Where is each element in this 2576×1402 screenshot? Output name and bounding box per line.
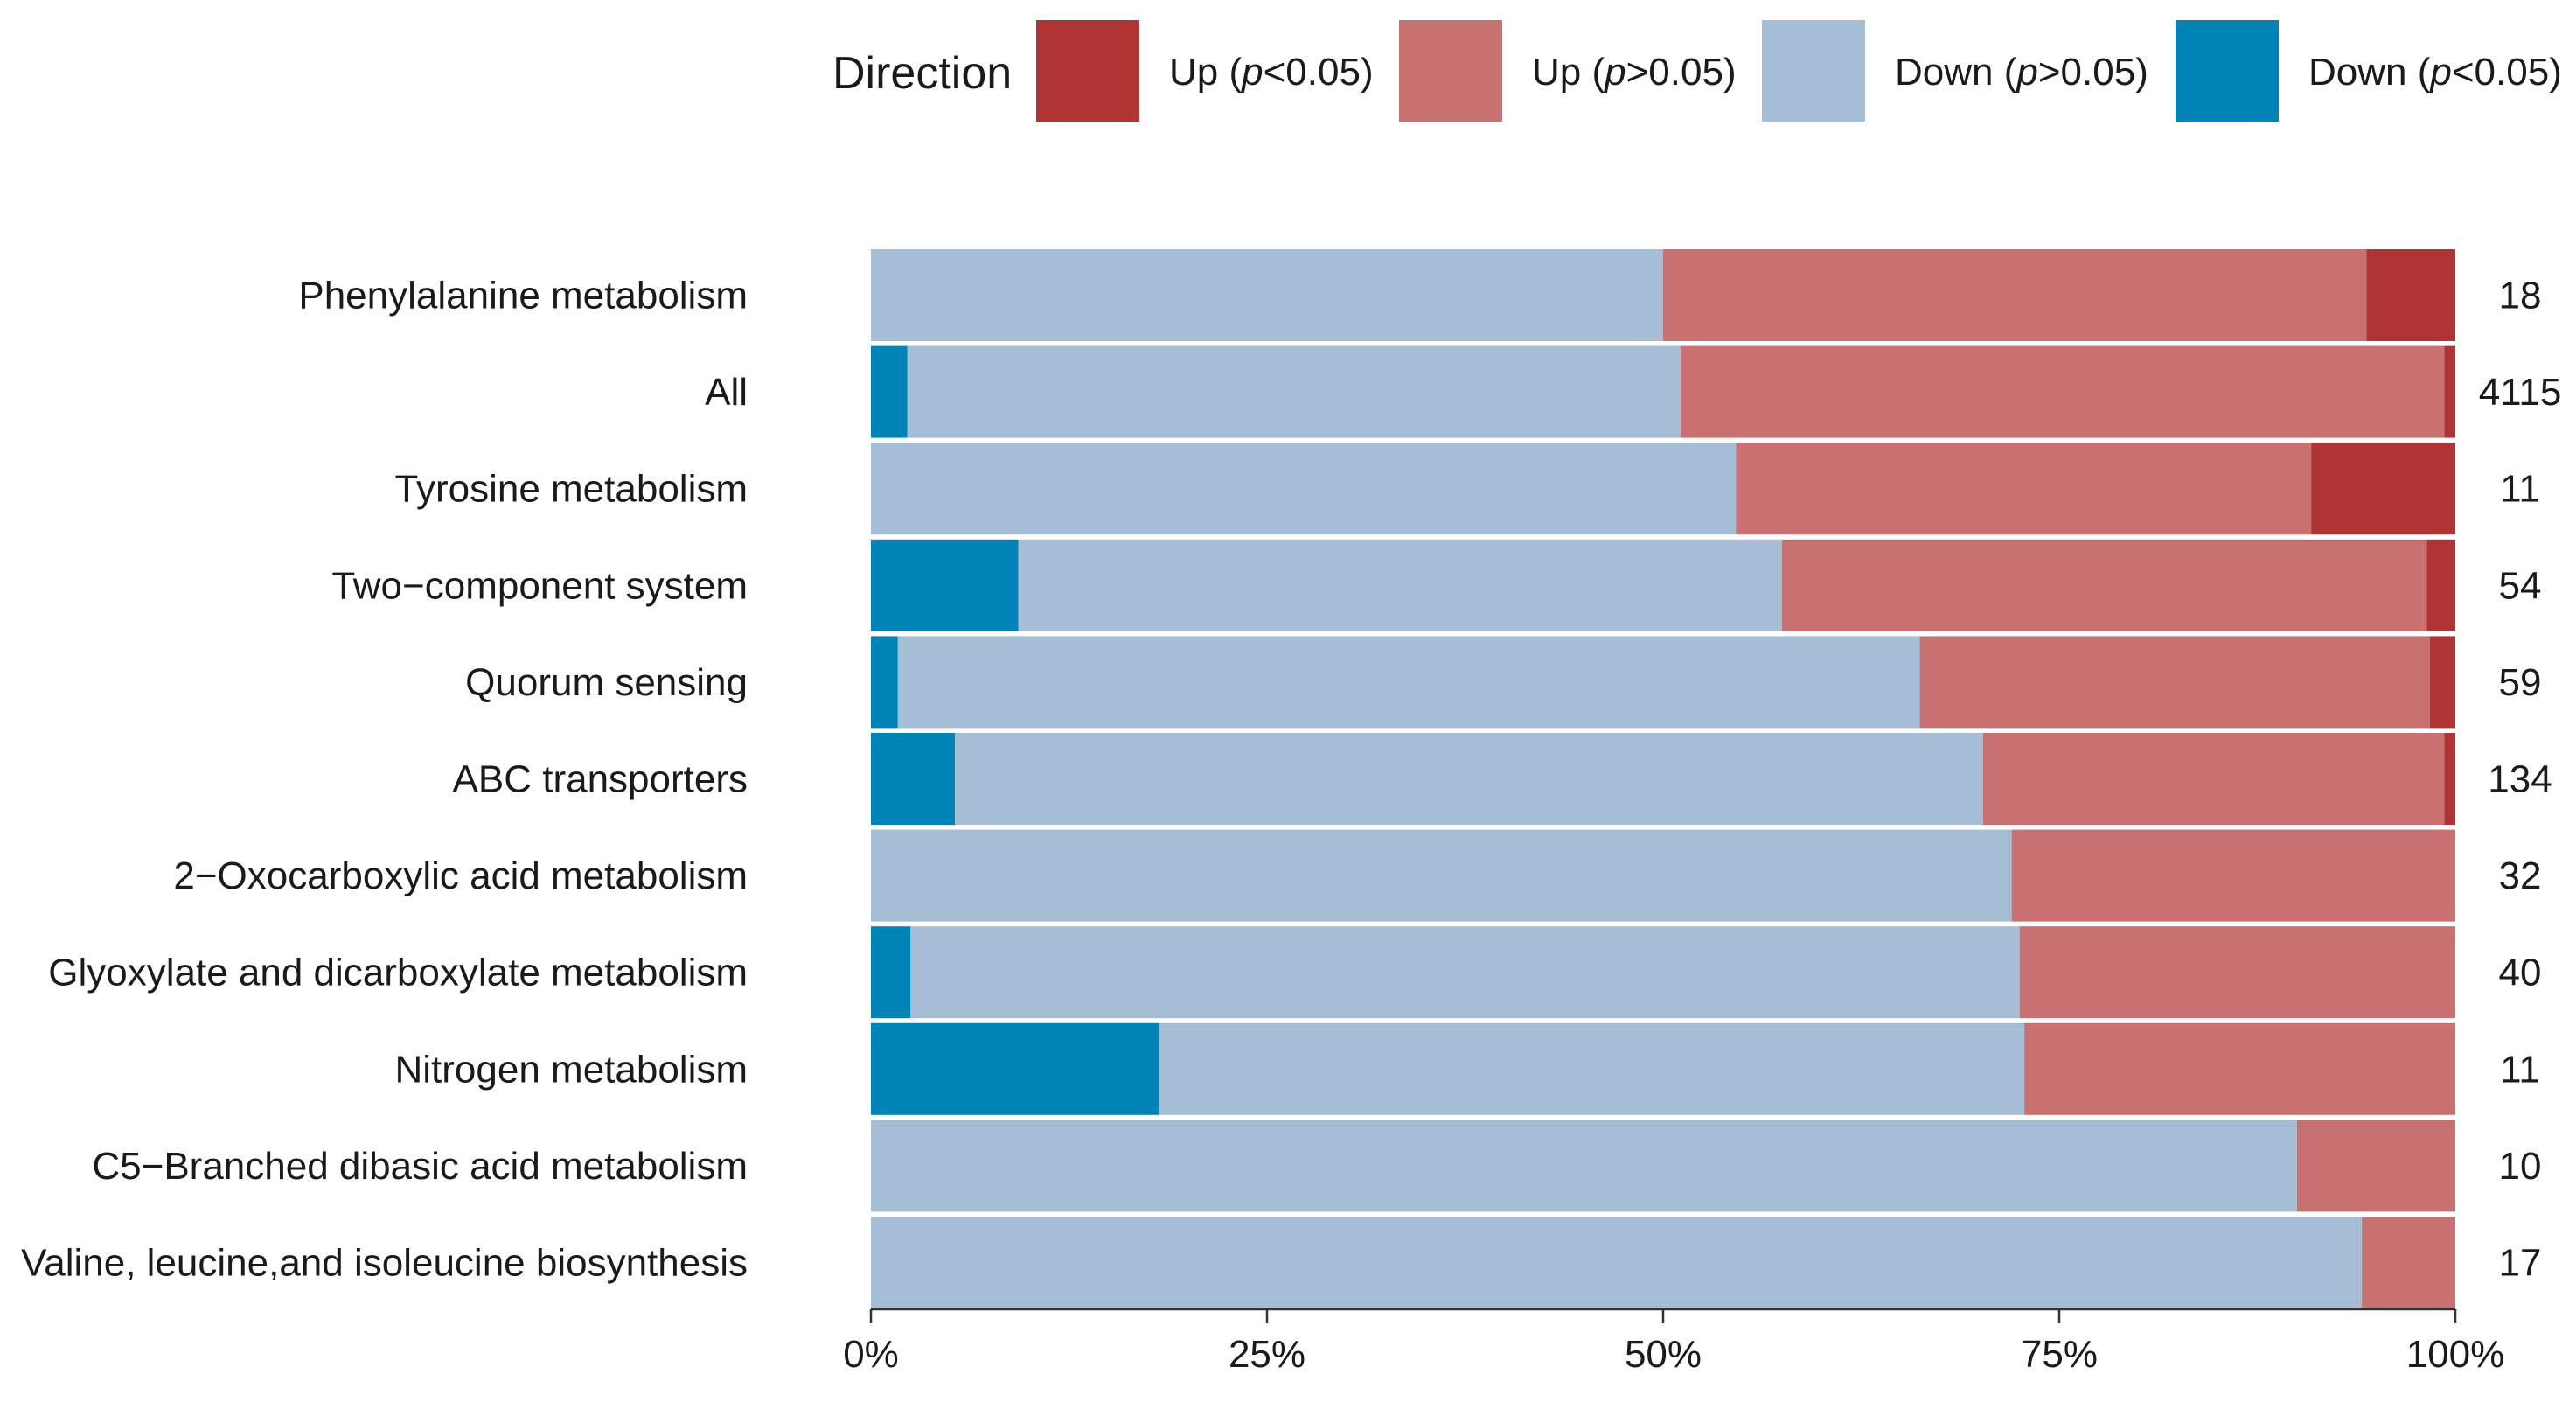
legend-label-up_sig: Up (p<0.05) [1169, 51, 1374, 94]
legend-title: Direction [832, 48, 1012, 99]
count-label: 32 [2499, 854, 2542, 897]
legend-label-suffix: <0.05) [1264, 51, 1374, 94]
x-tick-label: 75% [2021, 1333, 2098, 1376]
bar-segment-abc-transporters-down_ns [955, 733, 1984, 825]
count-label: 134 [2488, 758, 2552, 801]
category-label: Phenylalanine metabolism [298, 275, 748, 317]
bar-segment-abc-transporters-down_sig [871, 733, 956, 825]
legend-label-italic: p [2428, 51, 2451, 94]
legend-swatch-up_sig [1036, 20, 1139, 122]
legend-label-prefix: Up ( [1532, 51, 1605, 94]
legend-label-suffix: >0.05) [2038, 51, 2148, 94]
bar-segment-nitrogen-metabolism-down_ns [1159, 1022, 2025, 1115]
category-label: Glyoxylate and dicarboxylate metabolism [48, 952, 748, 994]
bar-segment-two-component-system-down_sig [871, 539, 1019, 631]
count-label: 4115 [2479, 371, 2562, 414]
legend: Direction Up (p<0.05) Up (p>0.05) Down (p>0… [832, 20, 2562, 122]
x-tick-label: 100% [2406, 1333, 2505, 1376]
bar-segment-glyoxylate-and-dicarboxylate-metabolism-down_ns [910, 926, 2020, 1019]
category-labels: Phenylalanine metabolism All Tyrosine meta… [21, 275, 748, 1285]
bar-segment-phenylalanine-metabolism-down_ns [871, 249, 1663, 341]
bars-area [871, 249, 2455, 1308]
bar-segment-valine-leucine-and-isoleucine-biosynthesis-down_ns [871, 1217, 2363, 1308]
bar-segment-all-up_ns [1680, 345, 2445, 438]
bar-segment-quorum-sensing-down_ns [897, 636, 1920, 729]
legend-swatch-up_ns [1399, 20, 1502, 122]
category-label: C5−Branched dibasic acid metabolism [92, 1145, 748, 1188]
legend-label-down_ns: Down (p>0.05) [1895, 51, 2148, 94]
legend-label-suffix: <0.05) [2452, 51, 2562, 94]
x-tick-label: 50% [1625, 1333, 1702, 1376]
bar-segment-abc-transporters-up_sig [2444, 733, 2455, 825]
category-label: 2−Oxocarboxylic acid metabolism [173, 854, 748, 897]
bar-segment-two-component-system-up_sig [2426, 539, 2455, 631]
bar-segment-all-up_sig [2444, 345, 2455, 438]
bar-segment-all-down_ns [907, 345, 1681, 438]
legend-label-prefix: Down ( [2308, 51, 2431, 94]
count-label: 40 [2499, 952, 2542, 994]
count-label: 17 [2499, 1242, 2542, 1285]
legend-label-down_sig: Down (p<0.05) [2308, 51, 2562, 94]
bar-segment-tyrosine-metabolism-up_sig [2311, 443, 2455, 535]
bar-segment-quorum-sensing-up_sig [2430, 636, 2455, 729]
bar-segment-two-component-system-down_ns [1018, 539, 1782, 631]
category-label: Quorum sensing [465, 661, 748, 704]
count-label: 18 [2499, 275, 2542, 317]
bar-segment-glyoxylate-and-dicarboxylate-metabolism-up_ns [2019, 926, 2455, 1019]
legend-swatch-down_ns [1762, 20, 1865, 122]
category-label: Valine, leucine,and isoleucine biosynthe… [21, 1242, 748, 1285]
bar-segment-tyrosine-metabolism-up_ns [1736, 443, 2312, 535]
bar-segment-quorum-sensing-up_ns [1919, 636, 2430, 729]
bar-segment-c5-branched-dibasic-acid-metabolism-up_ns [2296, 1120, 2455, 1212]
count-label: 11 [2500, 468, 2540, 511]
legend-label-suffix: >0.05) [1626, 51, 1737, 94]
bar-segment-2-oxocarboxylic-acid-metabolism-up_ns [2011, 829, 2455, 922]
legend-label-up_ns: Up (p>0.05) [1532, 51, 1737, 94]
bar-segment-quorum-sensing-down_sig [871, 636, 898, 729]
count-label: 11 [2500, 1048, 2540, 1091]
count-label: 10 [2499, 1145, 2542, 1188]
legend-label-prefix: Down ( [1895, 51, 2017, 94]
bar-segment-nitrogen-metabolism-down_sig [871, 1022, 1159, 1115]
count-label: 59 [2499, 661, 2542, 704]
legend-label-prefix: Up ( [1169, 51, 1242, 94]
count-label: 54 [2499, 564, 2542, 607]
bar-segment-phenylalanine-metabolism-up_ns [1663, 249, 2367, 341]
category-label: All [705, 371, 748, 414]
bar-segment-c5-branched-dibasic-acid-metabolism-down_ns [871, 1120, 2297, 1212]
category-label: ABC transporters [453, 758, 748, 801]
category-label: Tyrosine metabolism [395, 468, 748, 511]
category-label: Two−component system [331, 564, 748, 607]
count-labels: 18 4115 11 54 59 134 32 40 11 10 17 [2479, 275, 2562, 1285]
bar-segment-glyoxylate-and-dicarboxylate-metabolism-down_sig [871, 926, 911, 1019]
bar-segment-phenylalanine-metabolism-up_sig [2366, 249, 2455, 341]
x-tick-label: 25% [1229, 1333, 1305, 1376]
bar-segment-all-down_sig [871, 345, 908, 438]
x-tick-label: 0% [843, 1333, 899, 1376]
bar-segment-valine-leucine-and-isoleucine-biosynthesis-up_ns [2362, 1217, 2455, 1308]
legend-swatch-down_sig [2176, 20, 2279, 122]
legend-label-italic: p [2015, 51, 2037, 94]
legend-label-italic: p [1603, 51, 1626, 94]
bar-segment-2-oxocarboxylic-acid-metabolism-down_ns [871, 829, 2012, 922]
bar-segment-abc-transporters-up_ns [1983, 733, 2445, 825]
bar-segment-tyrosine-metabolism-down_ns [871, 443, 1737, 535]
bar-segment-nitrogen-metabolism-up_ns [2024, 1022, 2455, 1115]
x-axis: 0% 25% 50% 75% 100% [843, 1308, 2505, 1376]
bar-segment-two-component-system-up_ns [1781, 539, 2427, 631]
legend-label-italic: p [1240, 51, 1263, 94]
category-label: Nitrogen metabolism [395, 1048, 748, 1091]
